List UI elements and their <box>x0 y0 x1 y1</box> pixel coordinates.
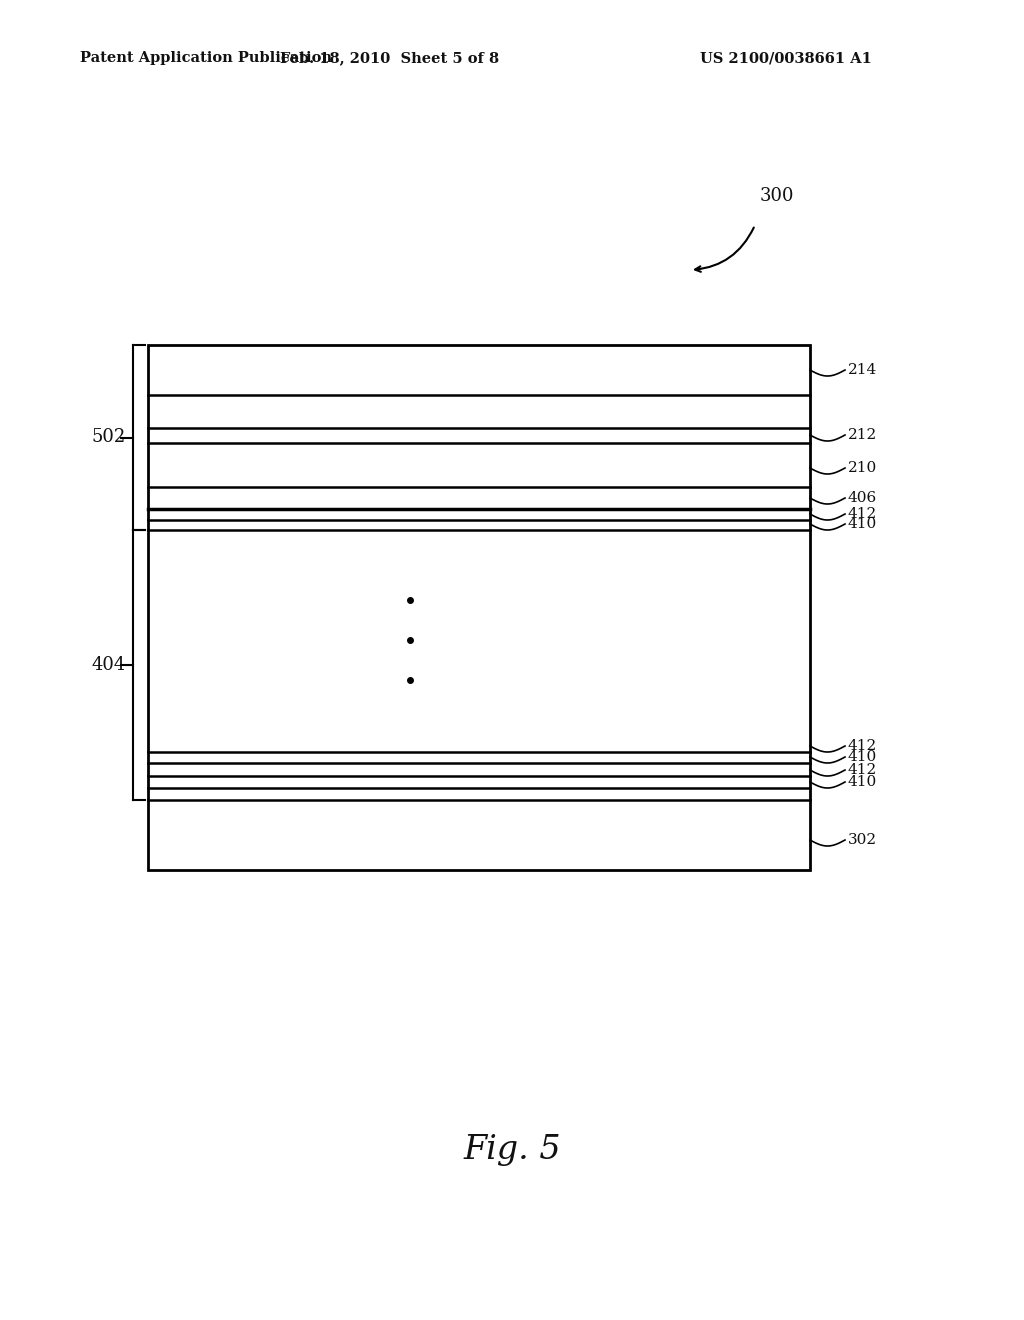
Text: US 2100/0038661 A1: US 2100/0038661 A1 <box>700 51 871 65</box>
Text: 412: 412 <box>848 739 878 752</box>
Text: Patent Application Publication: Patent Application Publication <box>80 51 332 65</box>
Text: 406: 406 <box>848 491 878 506</box>
Text: Fig. 5: Fig. 5 <box>463 1134 561 1166</box>
Text: 212: 212 <box>848 428 878 442</box>
Text: 412: 412 <box>848 763 878 777</box>
Text: 300: 300 <box>760 187 795 205</box>
Text: 214: 214 <box>848 363 878 378</box>
Text: 410: 410 <box>848 775 878 789</box>
Text: 404: 404 <box>92 656 126 675</box>
Text: 412: 412 <box>848 507 878 521</box>
Text: 502: 502 <box>92 429 126 446</box>
Text: 410: 410 <box>848 750 878 764</box>
Text: 302: 302 <box>848 833 878 847</box>
Bar <box>148 345 810 870</box>
Text: Feb. 18, 2010  Sheet 5 of 8: Feb. 18, 2010 Sheet 5 of 8 <box>281 51 500 65</box>
Text: 210: 210 <box>848 461 878 475</box>
Text: 410: 410 <box>848 517 878 531</box>
